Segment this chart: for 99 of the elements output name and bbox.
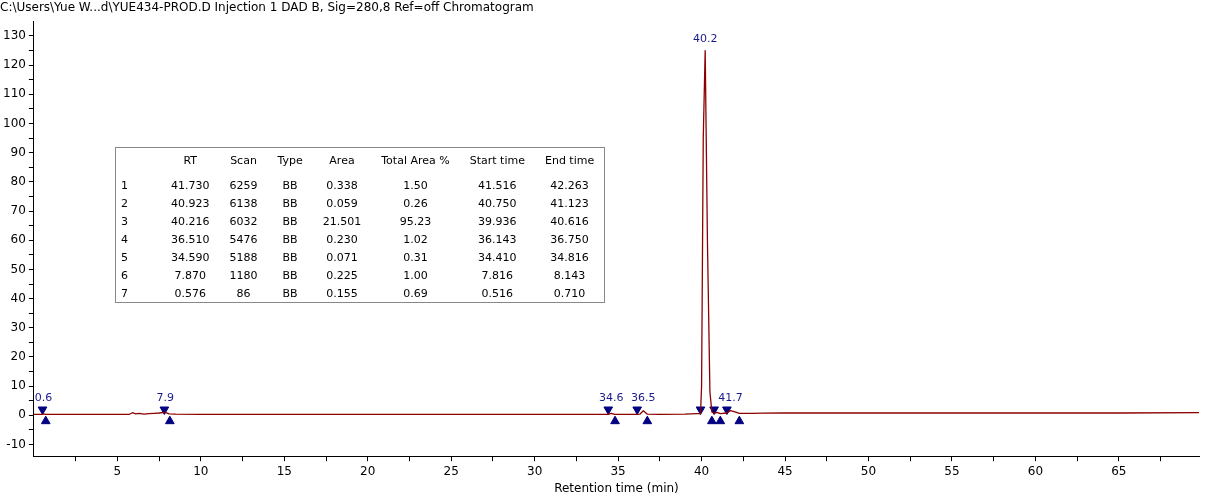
x-tick-label: 15 <box>276 463 292 478</box>
x-tick-label: 45 <box>777 463 793 478</box>
annotation: 41.7 <box>718 390 743 404</box>
y-tick-label: 120 <box>3 57 26 72</box>
annotation: 40.616 <box>549 213 590 230</box>
x-tick-label: 55 <box>944 463 960 478</box>
annotation: 5188 <box>228 249 259 266</box>
annotation: 41.730 <box>170 177 211 194</box>
x-tick-label: 50 <box>860 463 877 478</box>
y-tick-label: 60 <box>10 232 26 247</box>
chart-title: C:\Users\Yue W...d\YUE434-PROD.D Injection 1 DAD B, Sig=280,8 Ref=off Chromatogram <box>0 0 534 15</box>
annotation: 0.230 <box>325 231 359 248</box>
x-tick-label: 35 <box>610 463 626 478</box>
y-tick-label: 70 <box>10 203 26 218</box>
annotation: 34.816 <box>549 249 590 266</box>
annotation: Start time <box>468 152 526 169</box>
y-tick-label: 20 <box>10 349 26 364</box>
annotation: 0.516 <box>480 285 515 302</box>
annotation: BB <box>281 249 299 266</box>
annotation: 36.750 <box>549 231 590 248</box>
annotation: 0.710 <box>552 285 587 302</box>
annotation: 4 <box>120 231 129 248</box>
annotation: Area <box>328 152 356 169</box>
annotation: 0.338 <box>325 177 359 194</box>
y-tick-label: 50 <box>10 261 26 276</box>
annotation: 2 <box>120 195 129 212</box>
annotation: 6032 <box>228 213 259 230</box>
y-tick-label: 30 <box>10 319 26 334</box>
annotation: 36.5 <box>631 390 656 404</box>
annotation: BB <box>281 195 299 212</box>
annotation: 6259 <box>228 177 259 194</box>
annotation: 0.225 <box>325 267 359 284</box>
annotation: 7.870 <box>173 267 207 284</box>
annotation: 0.26 <box>402 195 429 212</box>
annotation: 8.143 <box>552 267 587 284</box>
annotation: BB <box>281 285 299 302</box>
annotation: BB <box>281 213 299 230</box>
annotation: 6 <box>120 267 129 284</box>
annotation: 40.216 <box>170 213 211 230</box>
annotation: 0.6 <box>34 390 53 404</box>
annotation: 36.510 <box>170 231 211 248</box>
annotation: BB <box>281 267 299 284</box>
x-tick-label: 5 <box>113 463 122 478</box>
annotation: 0.69 <box>402 285 429 302</box>
annotation: 0.071 <box>325 249 359 266</box>
annotation: 86 <box>235 285 252 302</box>
x-tick-label: 20 <box>360 463 376 478</box>
annotation: 41.516 <box>477 177 518 194</box>
x-tick-label: 60 <box>1027 463 1044 478</box>
annotation: 1.50 <box>402 177 429 194</box>
annotation: 7.816 <box>480 267 515 284</box>
annotation: 95.23 <box>398 213 433 230</box>
annotation: 0.576 <box>173 285 207 302</box>
annotation: 36.143 <box>477 231 518 248</box>
annotation: 7 <box>120 285 129 302</box>
annotation: End time <box>543 152 596 169</box>
annotation: 34.410 <box>477 249 518 266</box>
annotation: 1180 <box>228 267 259 284</box>
x-tick-label: 25 <box>443 463 459 478</box>
y-tick-label: 0 <box>18 407 26 422</box>
annotation: 1.00 <box>402 267 429 284</box>
annotation: 5 <box>120 249 129 266</box>
x-tick-label: 30 <box>527 463 543 478</box>
annotation: 1.02 <box>402 231 429 248</box>
annotation: 21.501 <box>321 213 363 230</box>
annotation: BB <box>281 177 299 194</box>
y-tick-label: 130 <box>3 28 26 43</box>
x-tick-label: 65 <box>1111 463 1127 478</box>
annotation: 39.936 <box>477 213 518 230</box>
annotation: Type <box>276 152 304 169</box>
annotation: 0.155 <box>325 285 359 302</box>
y-tick-label: 80 <box>10 174 26 189</box>
annotation: 1 <box>120 177 129 194</box>
y-tick-label: 100 <box>3 115 26 130</box>
y-tick-label: 90 <box>10 144 26 159</box>
annotation: 6138 <box>228 195 259 212</box>
x-axis-title: Retention time (min) <box>554 480 679 495</box>
annotation: 34.6 <box>599 390 624 404</box>
y-tick-label: -10 <box>6 436 26 451</box>
annotation: Total Area % <box>380 152 451 169</box>
annotation: 42.263 <box>549 177 590 194</box>
annotation: RT <box>182 152 199 169</box>
annotation: 7.9 <box>156 390 175 404</box>
annotation: 40.923 <box>170 195 211 212</box>
annotation: 5476 <box>228 231 259 248</box>
x-tick-label: 10 <box>193 463 209 478</box>
y-tick-label: 10 <box>10 378 26 393</box>
annotation: 3 <box>120 213 129 230</box>
annotation: 0.059 <box>325 195 359 212</box>
y-tick-label: 40 <box>10 290 26 305</box>
annotation: 0.31 <box>402 249 429 266</box>
annotation: BB <box>281 231 299 248</box>
annotation: Scan <box>229 152 258 169</box>
x-tick-label: 40 <box>693 463 710 478</box>
annotation: 40.750 <box>477 195 518 212</box>
annotation: 34.590 <box>170 249 211 266</box>
annotation: 41.123 <box>549 195 590 212</box>
y-tick-label: 110 <box>3 86 26 101</box>
annotation: 40.2 <box>692 31 718 45</box>
